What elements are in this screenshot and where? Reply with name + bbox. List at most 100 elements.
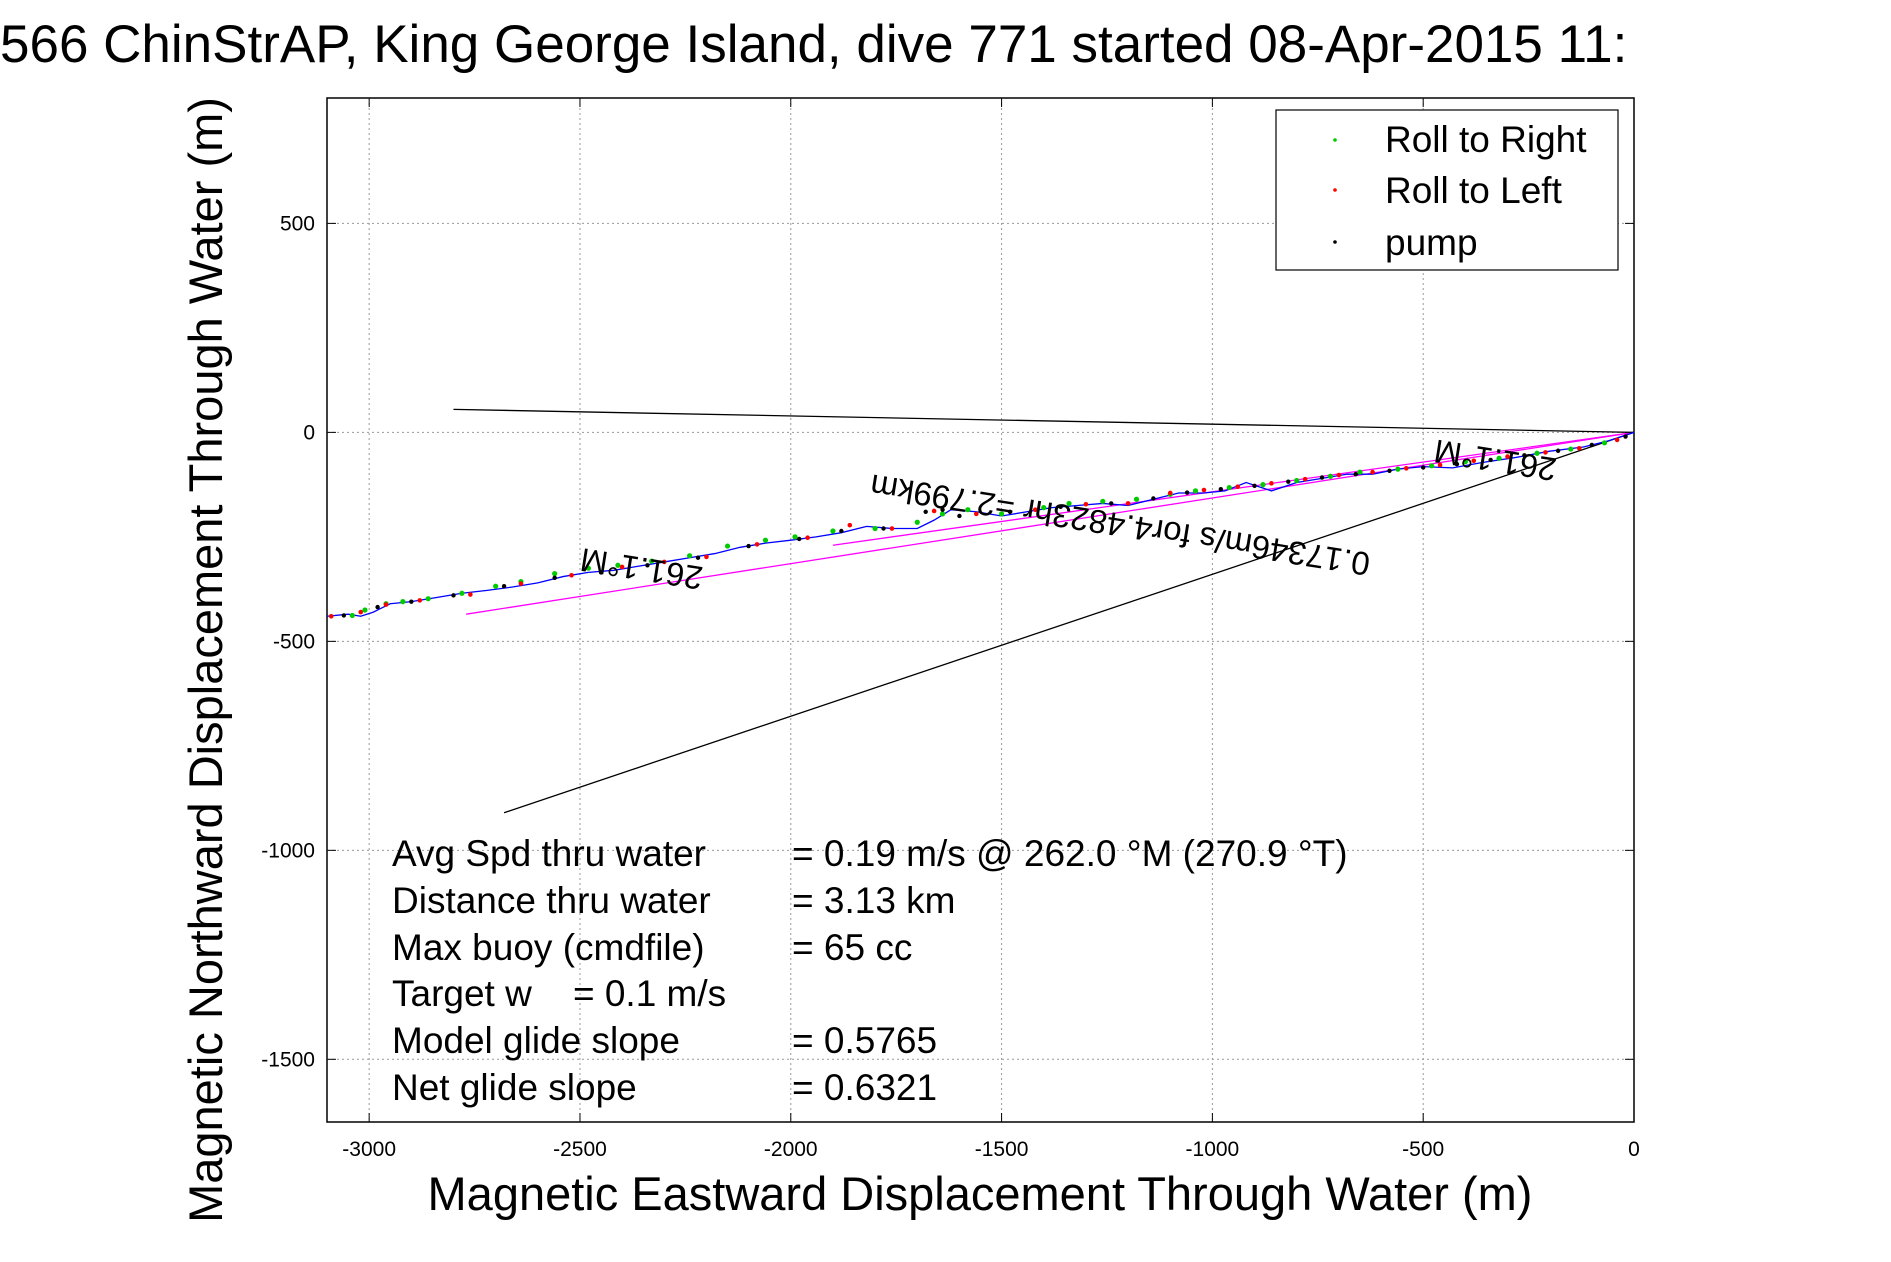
roll-right-marker xyxy=(1260,482,1266,488)
roll-right-marker xyxy=(425,596,431,602)
pump-marker xyxy=(1522,453,1527,458)
legend-marker-roll-left xyxy=(1333,188,1337,192)
roll-left-marker xyxy=(569,573,574,578)
roll-left-marker xyxy=(1167,490,1173,496)
roll-left-marker xyxy=(619,564,625,570)
stat-value: = 0.6321 xyxy=(792,1067,937,1108)
roll-right-marker xyxy=(1568,446,1574,452)
roll-right-marker xyxy=(1429,463,1435,469)
roll-right-marker xyxy=(1327,473,1334,479)
roll-right-marker xyxy=(724,543,731,549)
roll-left-marker xyxy=(1505,454,1510,459)
pump-marker xyxy=(940,507,945,512)
x-tick-label: -1500 xyxy=(975,1138,1029,1161)
roll-right-marker xyxy=(1294,477,1300,484)
stat-label: Model glide slope xyxy=(392,1020,680,1061)
roll-left-marker xyxy=(1543,450,1548,455)
pump-marker xyxy=(598,570,604,575)
roll-left-marker xyxy=(1471,458,1477,464)
roll-right-marker xyxy=(965,507,971,513)
black-line-north xyxy=(453,408,1635,434)
roll-left-marker xyxy=(805,535,810,540)
pump-marker xyxy=(1007,509,1013,514)
pump-marker xyxy=(1319,475,1325,480)
roll-left-marker xyxy=(383,602,389,607)
pump-marker xyxy=(746,543,751,549)
stat-value: = 0.5765 xyxy=(792,1020,937,1061)
pump-marker xyxy=(501,583,507,589)
roll-left-marker xyxy=(358,609,364,615)
roll-right-marker xyxy=(493,583,499,589)
pump-marker xyxy=(341,613,347,618)
legend-label-roll-left: Roll to Left xyxy=(1385,170,1563,211)
pump-marker xyxy=(552,575,557,581)
roll-right-marker xyxy=(1133,496,1140,502)
pump-marker xyxy=(1420,465,1426,470)
chart-title: 566 ChinStrAP, King George Island, dive … xyxy=(0,15,1627,74)
legend-marker-pump xyxy=(1333,240,1337,244)
roll-right-marker xyxy=(939,511,946,517)
pump-marker xyxy=(1353,471,1358,477)
roll-left-marker xyxy=(1201,487,1207,493)
roll-right-marker xyxy=(1601,440,1608,446)
y-tick-label: -1500 xyxy=(261,1048,315,1071)
roll-left-marker xyxy=(931,508,937,514)
stat-label: Distance thru water xyxy=(392,880,711,921)
tick-labels: -3000 -2500 -2000 -1500 -1000 -500 0 -1500 -1000… xyxy=(261,212,1640,1161)
magenta-heading-line xyxy=(466,431,1635,615)
roll-right-marker xyxy=(615,562,621,568)
roll-left-marker xyxy=(468,592,473,597)
roll-left-marker xyxy=(1614,437,1620,443)
x-tick-label: -2500 xyxy=(553,1138,607,1161)
roll-right-marker xyxy=(585,565,592,571)
roll-left-marker xyxy=(518,581,524,586)
pump-marker xyxy=(409,599,414,604)
stat-value: = 3.13 km xyxy=(792,880,956,921)
roll-left-marker xyxy=(1083,501,1089,507)
legend-label-roll-right: Roll to Right xyxy=(1385,119,1587,160)
roll-right-marker xyxy=(1041,505,1047,511)
roll-right-marker xyxy=(1066,500,1072,507)
roll-right-marker xyxy=(1357,469,1363,475)
roll-left-marker xyxy=(1336,472,1342,478)
legend-marker-roll-right xyxy=(1333,138,1337,142)
roll-right-marker xyxy=(362,607,368,613)
x-tick-label: 0 xyxy=(1628,1138,1640,1161)
roll-right-marker xyxy=(1462,459,1468,465)
pump-marker xyxy=(1252,483,1257,489)
roll-left-marker xyxy=(1302,476,1308,482)
stats-block: Avg Spd thru water = 0.19 m/s @ 262.0 °M… xyxy=(392,833,1348,1108)
pump-marker xyxy=(797,536,802,542)
roll-right-marker xyxy=(686,553,693,559)
pump-marker xyxy=(957,513,962,519)
roll-right-marker xyxy=(400,599,406,605)
pump-marker xyxy=(375,604,380,610)
roll-right-marker xyxy=(459,590,465,596)
x-axis-label: Magnetic Eastward Displacement Through W… xyxy=(428,1167,1533,1220)
legend-label-pump: pump xyxy=(1385,222,1478,263)
roll-left-marker xyxy=(1235,484,1240,490)
roll-left-marker xyxy=(1576,445,1582,451)
black-line-south xyxy=(503,431,1635,814)
y-tick-label: 0 xyxy=(303,421,315,444)
y-tick-label: 500 xyxy=(280,212,315,235)
y-tick-label: -1000 xyxy=(261,839,315,862)
pump-marker xyxy=(923,509,928,514)
roll-left-marker xyxy=(889,526,895,531)
magenta-heading-line-2 xyxy=(832,431,1635,546)
pump-marker xyxy=(839,528,844,534)
reference-lines xyxy=(453,408,1635,814)
pump-marker xyxy=(1286,479,1291,484)
roll-right-marker xyxy=(1192,488,1199,494)
roll-right-marker xyxy=(552,571,558,577)
roll-left-marker xyxy=(328,613,334,619)
roll-right-marker xyxy=(349,612,355,619)
roll-right-marker xyxy=(649,558,655,564)
roll-right-marker xyxy=(792,534,798,540)
stat-label: Net glide slope xyxy=(392,1067,637,1108)
grid xyxy=(327,98,1635,1122)
roll-left-marker xyxy=(661,559,667,565)
legend: Roll to Right Roll to Left pump xyxy=(1275,109,1619,271)
roll-left-marker xyxy=(754,542,760,547)
pump-marker xyxy=(645,563,650,568)
